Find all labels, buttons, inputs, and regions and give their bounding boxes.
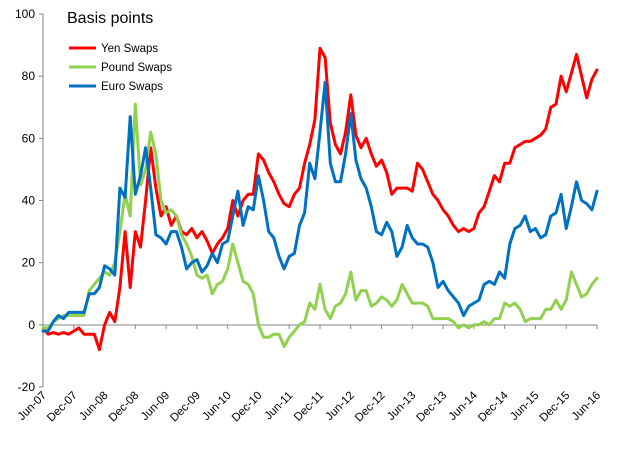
y-tick-label: 40	[22, 194, 36, 208]
y-tick-label: 80	[22, 69, 36, 83]
y-tick-label: 20	[22, 256, 36, 270]
legend-label: Yen Swaps	[101, 43, 158, 55]
y-tick-label: 60	[22, 131, 36, 145]
y-tick-label: -20	[18, 380, 36, 394]
series-line-yen-swaps	[41, 46, 599, 352]
y-tick-label: 100	[15, 7, 35, 21]
y-axis-label: Basis points	[67, 10, 153, 27]
legend-label: Pound Swaps	[101, 62, 172, 74]
series-line-pound-swaps	[41, 102, 599, 349]
y-tick-label: 0	[28, 318, 35, 332]
series-lines	[41, 46, 599, 352]
legend-label: Euro Swaps	[101, 81, 163, 93]
legend: Yen Swaps Pound Swaps Euro Swaps	[69, 43, 172, 93]
series-line-euro-swaps	[41, 80, 599, 333]
